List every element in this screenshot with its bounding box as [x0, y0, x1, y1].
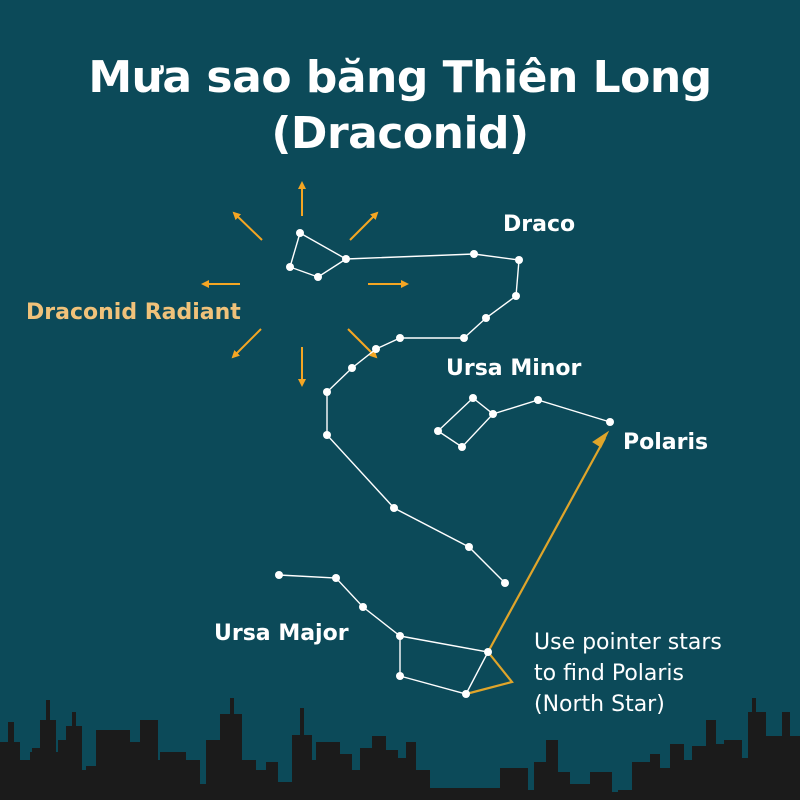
label-draco: Draco	[503, 212, 576, 237]
ursa-minor-lines	[436, 397, 495, 448]
radiant-arrow-up-right	[349, 211, 379, 241]
ursa-minor-star	[489, 410, 497, 418]
radiant-arrow-down-left	[231, 328, 262, 359]
ursa-major-handle	[278, 574, 401, 637]
draco-star	[482, 314, 490, 322]
pointer-arrow	[487, 437, 606, 653]
label-polaris: Polaris	[623, 430, 709, 455]
draco-star	[286, 263, 294, 271]
draco-star	[470, 250, 478, 258]
ursa-minor-star	[434, 427, 442, 435]
radiant-arrows	[201, 181, 409, 387]
draco-constellation	[286, 229, 523, 587]
draco-star	[512, 292, 520, 300]
ursa-major-star	[275, 571, 283, 579]
ursa-major-star	[462, 690, 470, 698]
draco-star	[342, 255, 350, 263]
draco-lines-body	[326, 253, 520, 584]
label-draconid-radiant: Draconid Radiant	[26, 300, 241, 325]
radiant-arrow-up-left	[232, 211, 263, 241]
ursa-major-star	[396, 672, 404, 680]
draco-star	[296, 229, 304, 237]
ursa-major-star	[332, 574, 340, 582]
ursa-major-bowl	[399, 635, 490, 695]
draco-star	[323, 388, 331, 396]
draco-star	[323, 431, 331, 439]
ursa-minor-star	[534, 396, 542, 404]
draco-star	[390, 504, 398, 512]
label-ursa-major: Ursa Major	[214, 621, 349, 646]
draco-star	[372, 345, 380, 353]
pointer-arrowhead	[592, 430, 610, 448]
city-skyline	[0, 698, 800, 800]
label-ursa-minor: Ursa Minor	[446, 356, 582, 381]
pointer-note-line-2: to find Polaris	[534, 661, 684, 686]
pointer-note-line-1: Use pointer stars	[534, 630, 722, 655]
polaris-star	[606, 418, 614, 426]
draco-star	[460, 334, 468, 342]
draco-star	[515, 256, 523, 264]
ursa-major-star	[359, 603, 367, 611]
draco-star	[348, 364, 356, 372]
ursa-minor-constellation	[434, 394, 614, 451]
draco-lines	[289, 232, 348, 278]
pointer-guide	[465, 430, 610, 696]
draco-star	[501, 579, 509, 587]
ursa-minor-handle	[492, 399, 611, 423]
title-line-1: Mưa sao băng Thiên Long	[88, 52, 712, 103]
ursa-major-star	[484, 648, 492, 656]
ursa-minor-star	[458, 443, 466, 451]
title-line-2: (Draconid)	[271, 108, 529, 159]
ursa-major-star	[396, 632, 404, 640]
draco-star	[465, 543, 473, 551]
pointer-note-line-3: (North Star)	[534, 692, 665, 717]
pointer-bracket	[465, 651, 514, 696]
draco-star	[314, 273, 322, 281]
draco-star	[396, 334, 404, 342]
ursa-major-constellation	[275, 571, 492, 698]
ursa-minor-star	[469, 394, 477, 402]
pointer-note: Use pointer stars to find Polaris (North…	[534, 627, 722, 720]
